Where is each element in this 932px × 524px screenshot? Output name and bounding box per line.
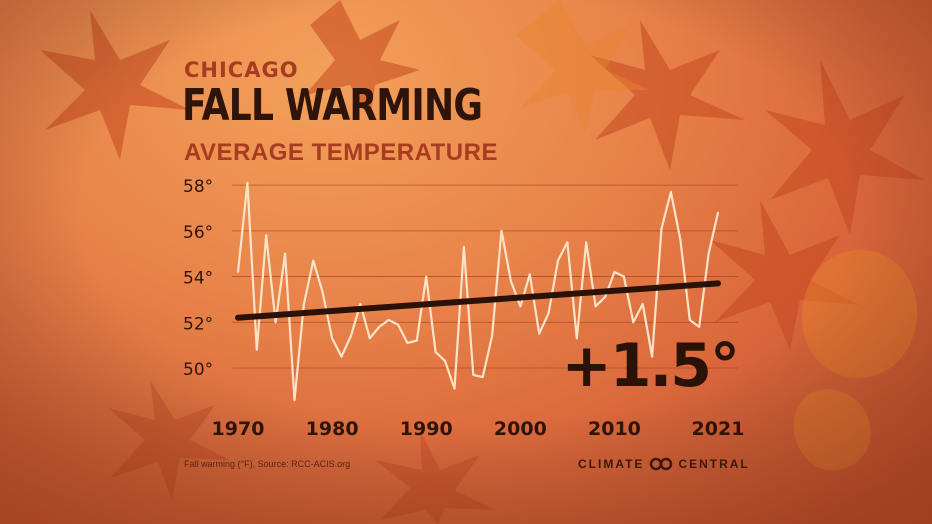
brand-text-right: CENTRAL	[678, 457, 750, 471]
data-point-1996	[481, 376, 484, 379]
data-point-1977	[302, 303, 305, 305]
data-point-1972	[255, 348, 258, 351]
data-point-1980	[331, 337, 334, 340]
data-point-2002	[538, 332, 541, 335]
y-tick-label: 52°	[183, 314, 213, 334]
data-point-1989	[415, 339, 418, 342]
chart-subtitle: AVERAGE TEMPERATURE	[184, 139, 498, 166]
data-point-1983	[359, 303, 362, 305]
source-note: Fall warming (°F). Source: RCC-ACIS.org	[184, 459, 351, 469]
data-point-2007	[585, 241, 588, 244]
data-point-2004	[557, 259, 559, 262]
data-point-2016	[670, 191, 672, 193]
data-point-1995	[472, 373, 475, 376]
data-point-2006	[575, 337, 578, 340]
data-point-2009	[604, 296, 606, 299]
climate-central-logo: CLIMATE CENTRAL	[578, 457, 750, 471]
data-points	[237, 181, 719, 401]
data-point-2015	[660, 227, 663, 230]
chart-kicker-city: CHICAGO	[184, 58, 299, 82]
data-point-2013	[641, 303, 644, 305]
x-axis-ticks: 1970 1980 1990 2000 2010 2021	[212, 418, 745, 440]
data-point-2010	[613, 271, 616, 273]
x-tick-label: 2021	[692, 418, 745, 440]
data-point-2000	[519, 305, 522, 308]
data-point-1999	[510, 280, 512, 283]
data-point-1992	[444, 360, 446, 363]
data-point-1978	[312, 259, 315, 262]
data-point-2021	[717, 211, 719, 214]
data-point-1974	[274, 321, 277, 324]
data-point-1973	[265, 234, 268, 237]
data-point-2005	[566, 241, 569, 244]
data-point-1986	[387, 319, 390, 321]
data-point-1993	[453, 387, 456, 390]
data-point-1982	[350, 335, 352, 337]
x-tick-label: 1990	[400, 418, 453, 440]
data-point-2019	[698, 325, 701, 328]
brand-text-left: CLIMATE	[578, 457, 645, 471]
data-point-2020	[707, 252, 710, 255]
data-point-2011	[622, 275, 625, 278]
data-point-1988	[406, 341, 409, 344]
data-point-1976	[293, 399, 296, 401]
trend-line	[235, 280, 721, 321]
x-tick-label: 1980	[306, 418, 359, 440]
data-point-2001	[528, 273, 531, 276]
data-point-1998	[500, 229, 503, 232]
data-point-1985	[378, 325, 381, 328]
data-point-1991	[434, 351, 437, 353]
y-tick-label: 58°	[183, 177, 213, 197]
data-point-1990	[425, 275, 428, 278]
data-point-2014	[651, 355, 654, 358]
data-point-2008	[594, 305, 597, 308]
y-axis-ticks: 50° 52° 54° 56° 58°	[183, 177, 213, 380]
data-point-1984	[368, 337, 371, 340]
chart-title: FALL WARMING	[182, 80, 483, 131]
y-tick-label: 54°	[183, 269, 213, 289]
data-point-1975	[284, 252, 286, 255]
x-tick-label: 2000	[494, 418, 547, 440]
data-point-1979	[321, 291, 324, 294]
data-point-1970	[237, 271, 239, 273]
data-point-1981	[340, 355, 343, 358]
x-tick-label: 1970	[212, 418, 265, 440]
data-point-2017	[679, 239, 682, 241]
data-point-1997	[491, 335, 494, 337]
series-line-temperature	[236, 181, 720, 402]
data-point-2003	[547, 312, 550, 315]
rings-logo-icon	[650, 457, 673, 471]
x-tick-label: 2010	[588, 418, 641, 440]
y-tick-label: 50°	[183, 360, 213, 380]
y-tick-label: 56°	[183, 223, 213, 243]
data-point-2018	[688, 319, 691, 321]
data-point-2012	[632, 321, 635, 324]
data-point-1987	[397, 323, 399, 326]
warming-annotation: +1.5°	[561, 331, 738, 401]
data-point-1971	[246, 181, 249, 184]
data-point-1994	[462, 245, 465, 248]
